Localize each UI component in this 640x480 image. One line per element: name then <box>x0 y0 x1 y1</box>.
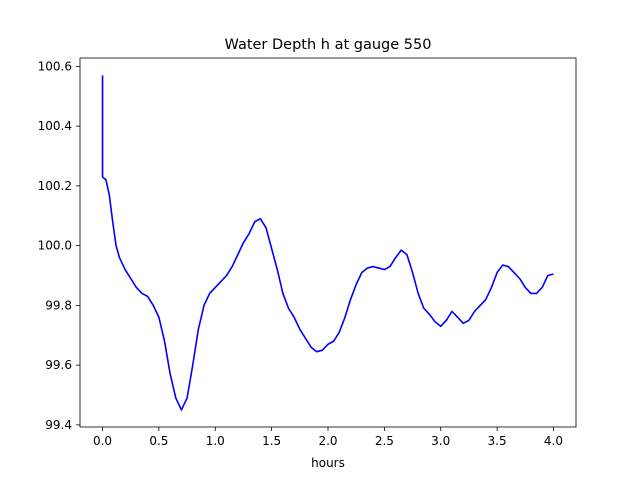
y-tick-label: 100.4 <box>38 119 72 133</box>
x-tick-label: 0.0 <box>93 434 112 448</box>
y-axis: 99.4 99.6 99.8 100.0 100.2 100.4 100.6 <box>38 59 80 432</box>
series-line <box>101 75 554 411</box>
x-axis: 0.0 0.5 1.0 1.5 2.0 2.5 3.0 3.5 4.0 <box>93 427 563 448</box>
plot-area <box>101 75 554 411</box>
x-tick-label: 2.5 <box>375 434 394 448</box>
x-tick-label: 3.5 <box>488 434 507 448</box>
x-axis-label: hours <box>311 456 345 470</box>
x-tick-label: 4.0 <box>544 434 563 448</box>
y-tick-label: 99.6 <box>45 358 72 372</box>
y-tick-label: 100.6 <box>38 59 72 73</box>
y-tick-label: 100.2 <box>38 179 72 193</box>
chart-title: Water Depth h at gauge 550 <box>225 37 432 53</box>
y-tick-label: 100.0 <box>38 239 72 253</box>
x-tick-label: 0.5 <box>149 434 168 448</box>
x-tick-label: 1.0 <box>206 434 225 448</box>
y-tick-label: 99.4 <box>45 418 72 432</box>
y-tick-label: 99.8 <box>45 298 72 312</box>
x-tick-label: 3.0 <box>431 434 450 448</box>
x-tick-label: 2.0 <box>318 434 337 448</box>
x-tick-label: 1.5 <box>262 434 281 448</box>
